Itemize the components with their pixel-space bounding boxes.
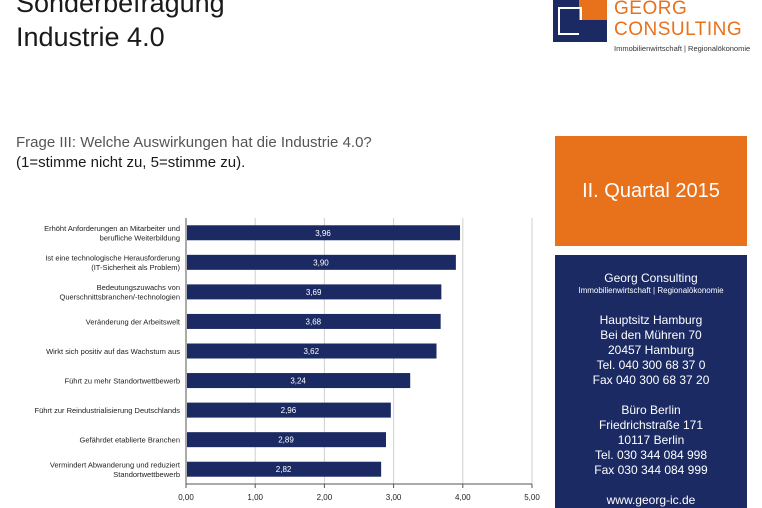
bar <box>187 225 461 241</box>
category-label: Ist eine technologische Herausforderung(… <box>45 254 180 273</box>
category-label: Vermindert Abwanderung und reduziert Stan… <box>50 460 181 479</box>
contact-box: Georg Consulting Immobilienwirtschaft | … <box>555 255 747 508</box>
category-label-line: Wirkt sich positiv auf das Wachstum aus <box>46 347 180 356</box>
bar-value-label: 3,62 <box>303 347 319 356</box>
logo-subtitle: Immobilienwirtschaft | Regionalökonomie <box>614 44 751 53</box>
category-label: Führt zur Reindustrialisierung Deutschla… <box>35 406 181 415</box>
category-label: Bedeutungszuwachs von Querschnittsbranche… <box>60 283 181 302</box>
category-label-line: Führt zu mehr Standortwettbewerb <box>65 377 180 386</box>
x-tick-label: 0,00 <box>178 493 194 502</box>
question-text: Frage III: Welche Auswirkungen hat die I… <box>16 134 372 151</box>
x-tick-label: 4,00 <box>455 493 471 502</box>
bar-value-label: 3,90 <box>313 258 329 267</box>
category-label-line: Veränderung der Arbeitswelt <box>86 317 181 326</box>
hq-street: Bei den Mühren 70 <box>600 328 702 342</box>
hq-fax: Fax 040 300 68 37 20 <box>592 373 710 387</box>
category-label-line: Erhöht Anforderungen an Mitarbeiter und <box>44 224 180 233</box>
berlin-city: 10117 Berlin <box>617 433 685 447</box>
scale-note: (1=stimme nicht zu, 5=stimme zu). <box>16 154 246 171</box>
logo-name-line2: CONSULTING <box>614 19 743 40</box>
bar <box>187 343 437 359</box>
bar <box>187 373 411 389</box>
x-tick-label: 3,00 <box>386 493 402 502</box>
quarter-box: II. Quartal 2015 <box>555 136 747 246</box>
category-label-line: Querschnittsbranchen/-technologien <box>60 293 181 302</box>
hq-city: 20457 Hamburg <box>607 343 695 357</box>
berlin-tel: Tel. 030 344 084 998 <box>594 448 708 462</box>
bar <box>187 254 456 270</box>
bar-value-label: 2,96 <box>281 406 297 415</box>
bar-chart: 0,00 1,00 2,00 3,00 4,00 5,00 3,96 Erhöht Anfor… <box>35 218 540 502</box>
bar-value-label: 3,69 <box>306 288 322 297</box>
category-label: Gefährdet etablierte Branchen <box>80 436 180 445</box>
bar <box>187 461 382 477</box>
bar <box>187 432 386 448</box>
hq-tel: Tel. 040 300 68 37 0 <box>596 358 706 372</box>
x-tick-label: 5,00 <box>524 493 540 502</box>
bar <box>187 284 442 300</box>
contact-company: Georg Consulting <box>604 271 698 285</box>
page-title-line2: Industrie 4.0 <box>16 22 165 52</box>
x-tick-label: 1,00 <box>247 493 263 502</box>
category-label: Wirkt sich positiv auf das Wachstum aus <box>46 347 180 356</box>
contact-web[interactable]: www.georg-ic.de <box>606 493 696 507</box>
berlin-fax: Fax 030 344 084 999 <box>594 463 708 477</box>
category-label-line: Ist eine technologische Herausforderung <box>45 254 180 263</box>
bar-value-label: 3,96 <box>315 229 331 238</box>
bar-value-label: 3,24 <box>290 377 306 386</box>
category-label-line: berufliche Weiterbildung <box>100 234 180 243</box>
bar-value-label: 2,89 <box>278 436 294 445</box>
logo-mark-icon <box>553 0 607 42</box>
category-label-line: (IT-Sicherheit als Problem) <box>91 263 180 272</box>
page-title-line1: Sonderbefragung <box>16 0 225 18</box>
bar-value-label: 3,68 <box>306 317 322 326</box>
category-label-line: Vermindert Abwanderung und reduziert <box>50 460 181 469</box>
category-label: Erhöht Anforderungen an Mitarbeiter und b… <box>44 224 180 243</box>
hq-title: Hauptsitz Hamburg <box>599 313 703 327</box>
bar <box>187 402 391 418</box>
bar <box>187 313 441 329</box>
category-label-line: Standortwettbewerb <box>113 470 180 479</box>
category-label: Veränderung der Arbeitswelt <box>86 317 181 326</box>
berlin-street: Friedrichstraße 171 <box>598 418 704 432</box>
category-label-line: Führt zur Reindustrialisierung Deutschla… <box>35 406 181 415</box>
company-logo: GEORG CONSULTING Immobilienwirtschaft | … <box>553 0 762 60</box>
bar-value-label: 2,82 <box>276 465 292 474</box>
logo-name-line1: GEORG <box>614 0 688 19</box>
contact-company-sub: Immobilienwirtschaft | Regionalökonomie <box>578 286 724 295</box>
category-label: Führt zu mehr Standortwettbewerb <box>65 377 180 386</box>
quarter-label: II. Quartal 2015 <box>582 179 720 202</box>
category-label-line: Gefährdet etablierte Branchen <box>80 436 180 445</box>
berlin-title: Büro Berlin <box>621 403 681 417</box>
category-label-line: Bedeutungszuwachs von <box>97 283 180 292</box>
x-tick-label: 2,00 <box>317 493 333 502</box>
